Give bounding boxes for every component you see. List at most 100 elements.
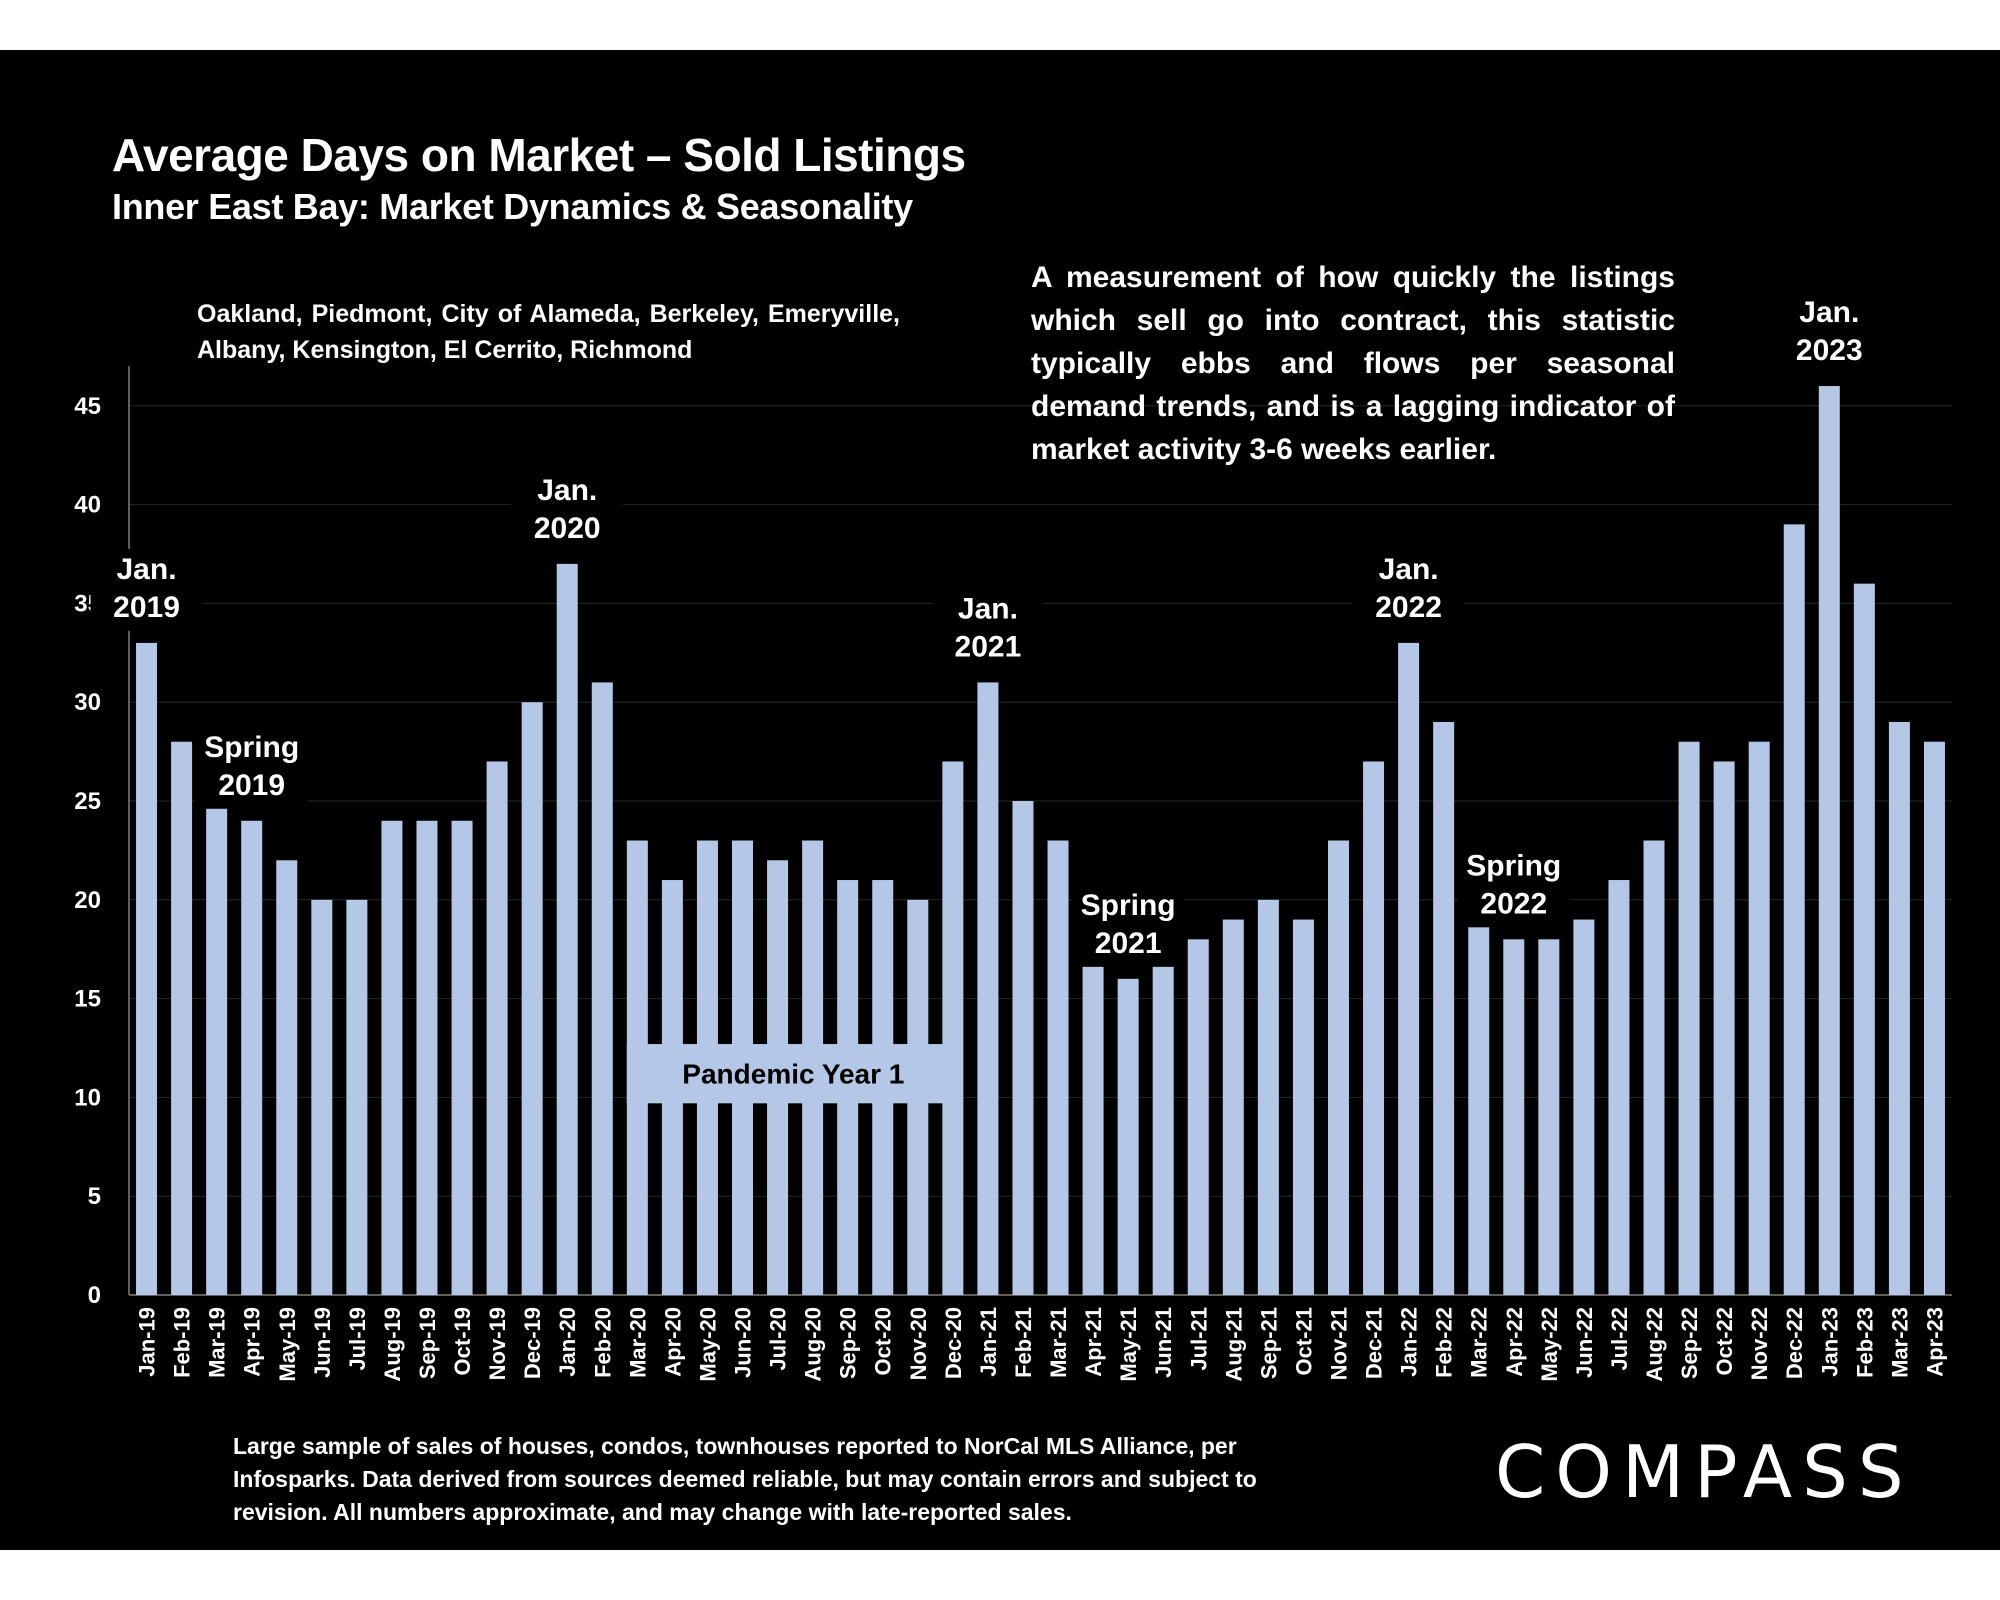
bar <box>1888 721 1910 1295</box>
bar <box>1257 899 1279 1295</box>
annotation-label: Spring <box>204 731 299 764</box>
bar <box>1573 919 1595 1295</box>
x-tick-label: Apr-22 <box>1502 1307 1527 1377</box>
bar <box>1222 919 1244 1295</box>
bar <box>1713 761 1735 1295</box>
bar <box>486 761 508 1295</box>
x-tick-label: Mar-22 <box>1467 1307 1492 1378</box>
annotation-label: 2021 <box>955 630 1022 663</box>
x-tick-label: Aug-21 <box>1221 1307 1246 1382</box>
y-tick-label: 20 <box>74 887 101 914</box>
x-tick-label: Jun-19 <box>310 1307 335 1378</box>
annotation-backing <box>1773 292 1886 375</box>
y-tick-label: 15 <box>74 986 101 1013</box>
x-tick-label: Dec-22 <box>1782 1307 1807 1379</box>
bar <box>1398 642 1420 1295</box>
annotation-label: Jan. <box>958 592 1018 625</box>
x-tick-label: Jan-23 <box>1817 1307 1842 1377</box>
bar <box>416 820 438 1295</box>
bar <box>241 820 263 1295</box>
bar <box>556 563 578 1295</box>
slide: 0 5 10 15 20 25 30 35 40 45 Jan-19 Feb-19 Mar-19 Apr-… <box>0 50 2000 1550</box>
x-tick-label: Nov-22 <box>1747 1307 1772 1380</box>
chart-title: Average Days on Market – Sold Listings <box>112 129 966 181</box>
annotation-label: 2022 <box>1480 887 1547 920</box>
bar <box>1923 741 1945 1295</box>
x-tick-label: Jul-20 <box>766 1307 791 1371</box>
x-tick-label: Apr-23 <box>1922 1307 1947 1377</box>
x-tick-label: Feb-20 <box>590 1307 615 1378</box>
annotation-backing <box>90 548 203 631</box>
annotation-label: Jan. <box>117 553 177 586</box>
y-tick-label: 40 <box>74 492 101 519</box>
bar <box>136 642 158 1295</box>
source-note: Large sample of sales of houses, condos,… <box>233 1433 1257 1525</box>
bar <box>1363 761 1385 1295</box>
x-tick-label: Sep-19 <box>415 1307 440 1379</box>
x-tick-label: Nov-19 <box>485 1307 510 1380</box>
x-tick-label: Feb-19 <box>170 1307 195 1378</box>
x-tick-label: Jun-22 <box>1572 1307 1597 1378</box>
region-note: Oakland, Piedmont, City of Alameda, Berk… <box>197 300 900 364</box>
x-tick-label: May-20 <box>695 1307 720 1382</box>
bar <box>1082 939 1104 1295</box>
bar <box>1783 524 1805 1295</box>
x-tick-label: Apr-21 <box>1081 1307 1106 1377</box>
x-tick-label: Jan-19 <box>135 1307 160 1377</box>
x-tick-label: Mar-19 <box>205 1307 230 1378</box>
x-tick-label: Jun-20 <box>731 1307 756 1378</box>
x-tick-label: Sep-21 <box>1256 1307 1281 1379</box>
x-tick-label: Aug-19 <box>380 1307 405 1382</box>
x-tick-label: Feb-22 <box>1432 1307 1457 1378</box>
bar <box>381 820 403 1295</box>
bar <box>1187 939 1209 1295</box>
x-tick-label: Jul-19 <box>345 1307 370 1371</box>
y-tick-label: 30 <box>74 689 101 716</box>
bar <box>1012 801 1034 1295</box>
x-tick-label: Feb-23 <box>1852 1307 1877 1378</box>
x-tick-label: Mar-23 <box>1887 1307 1912 1378</box>
x-tick-label: Jan-20 <box>555 1307 580 1377</box>
bar <box>1748 741 1770 1295</box>
bar <box>451 820 473 1295</box>
x-tick-label: May-19 <box>275 1307 300 1382</box>
annotation-label: 2019 <box>218 769 285 802</box>
x-tick-label: Aug-20 <box>801 1307 826 1382</box>
x-tick-label: Jul-21 <box>1186 1307 1211 1371</box>
bar <box>942 761 964 1295</box>
bar <box>1292 919 1314 1295</box>
x-tick-label: Sep-20 <box>836 1307 861 1379</box>
x-tick-label: Dec-20 <box>941 1307 966 1379</box>
x-tick-label: Sep-22 <box>1677 1307 1702 1379</box>
annotation-label: 2022 <box>1375 591 1442 624</box>
annotation-label: 2019 <box>113 591 180 624</box>
bar <box>1538 939 1560 1295</box>
x-tick-label: Dec-21 <box>1362 1307 1387 1379</box>
annotation-label: Jan. <box>1799 296 1859 329</box>
y-tick-label: 45 <box>74 393 101 420</box>
annotation-label: Spring <box>1466 849 1561 882</box>
bar <box>1117 978 1139 1295</box>
annotation-label: Jan. <box>1379 553 1439 586</box>
x-tick-label: Nov-20 <box>906 1307 931 1380</box>
bar <box>311 899 333 1295</box>
bar <box>171 741 193 1295</box>
bar <box>1047 840 1069 1295</box>
x-tick-label: Apr-19 <box>240 1307 265 1377</box>
x-tick-label: Mar-21 <box>1046 1307 1071 1378</box>
x-tick-label: Oct-22 <box>1712 1307 1737 1375</box>
x-tick-label: Aug-22 <box>1642 1307 1667 1382</box>
y-tick-label: 0 <box>88 1282 101 1309</box>
compass-logo: COMPASS <box>1495 1430 1914 1514</box>
bar <box>1853 583 1875 1295</box>
bar <box>276 860 298 1295</box>
y-tick-label: 10 <box>74 1084 101 1111</box>
annotation-label: Spring <box>1081 889 1176 922</box>
x-tick-label: Feb-21 <box>1011 1307 1036 1378</box>
annotation-label: 2023 <box>1796 334 1863 367</box>
bar <box>1608 880 1630 1295</box>
bar <box>1818 386 1840 1295</box>
x-tick-label: Nov-21 <box>1326 1307 1351 1380</box>
bar <box>1152 959 1174 1295</box>
x-tick-label: Oct-19 <box>450 1307 475 1375</box>
